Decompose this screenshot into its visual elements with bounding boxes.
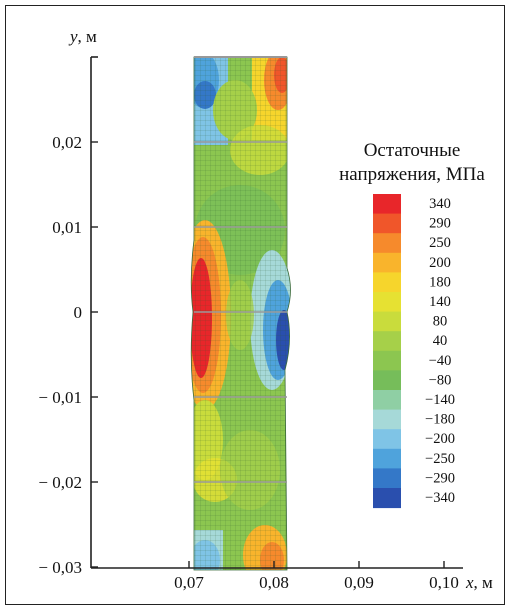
y-tick-label: − 0,01 [38, 388, 82, 407]
legend-label: 180 [429, 274, 451, 290]
legend-swatch [373, 213, 401, 234]
legend-label: 200 [429, 255, 451, 271]
x-tick-label: 0,08 [259, 573, 289, 592]
legend-swatch [373, 350, 401, 371]
x-ticks: 0,07 0,08 0,09 0,10 [174, 561, 459, 592]
legend-title-line2: напряжения, МПа [339, 164, 485, 185]
legend-swatch [373, 311, 401, 332]
y-tick-label: − 0,03 [38, 558, 82, 577]
legend-label: 80 [433, 314, 448, 330]
legend-swatch [373, 252, 401, 273]
legend-items: 340 290 250 200 180 140 80 40 −40 −80 −140 −180 −200… [373, 194, 455, 509]
x-axis-title: x, м [465, 573, 493, 592]
legend-label: −140 [425, 392, 455, 408]
legend-label: −180 [425, 412, 455, 428]
legend-swatch [373, 448, 401, 469]
legend-swatch [373, 331, 401, 352]
specimen-outline [190, 56, 291, 571]
legend-label: 40 [433, 333, 448, 349]
y-tick-label: 0,01 [52, 218, 82, 237]
legend-label: 140 [429, 294, 451, 310]
legend-swatch [373, 390, 401, 411]
y-axis-title: y, м [68, 27, 97, 46]
legend-swatch [373, 409, 401, 430]
legend-label: 290 [429, 216, 451, 232]
legend-swatch [373, 370, 401, 391]
x-tick-label: 0,07 [174, 573, 204, 592]
x-tick-label: 0,09 [344, 573, 374, 592]
stress-field [191, 57, 291, 570]
y-tick-label: 0,02 [52, 133, 82, 152]
legend-label: 340 [429, 196, 451, 212]
legend-label: −340 [425, 490, 455, 506]
legend: Остаточные напряжения, МПа 340 290 250 200 1… [339, 140, 485, 509]
legend-swatch [373, 233, 401, 254]
x-tick-label: 0,10 [429, 573, 459, 592]
legend-swatch [373, 292, 401, 313]
legend-swatch [373, 272, 401, 293]
legend-swatch [373, 468, 401, 489]
legend-label: 250 [429, 235, 451, 251]
legend-label: −40 [429, 353, 452, 369]
legend-label: −290 [425, 470, 455, 486]
y-tick-label: 0 [74, 303, 83, 322]
legend-swatch [373, 194, 401, 215]
axes: 0,02 0,01 0 − 0,01 − 0,02 − 0,03 0,07 0,08 0,09… [38, 27, 493, 592]
legend-label: −200 [425, 431, 455, 447]
y-ticks: 0,02 0,01 0 − 0,01 − 0,02 − 0,03 [38, 133, 98, 577]
y-tick-label: − 0,02 [38, 473, 82, 492]
legend-swatch [373, 488, 401, 509]
legend-label: −80 [429, 372, 452, 388]
legend-title-line1: Остаточные [364, 140, 461, 161]
legend-label: −250 [425, 451, 455, 467]
legend-swatch [373, 429, 401, 450]
